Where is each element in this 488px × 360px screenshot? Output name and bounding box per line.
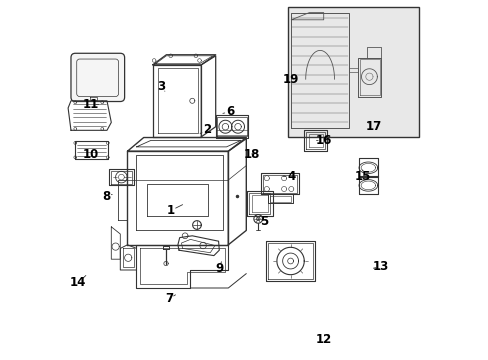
Text: 2: 2 — [202, 123, 210, 136]
Text: 9: 9 — [215, 262, 223, 275]
Text: 12: 12 — [315, 333, 331, 346]
Text: 6: 6 — [225, 105, 234, 118]
Text: 16: 16 — [315, 134, 331, 147]
Text: 10: 10 — [82, 148, 99, 161]
Text: 1: 1 — [166, 204, 174, 217]
Text: 13: 13 — [372, 260, 388, 273]
Text: 8: 8 — [102, 190, 110, 203]
FancyBboxPatch shape — [71, 53, 124, 102]
Text: 14: 14 — [70, 276, 86, 289]
Text: 17: 17 — [365, 120, 381, 132]
Text: 19: 19 — [282, 73, 298, 86]
Text: 11: 11 — [82, 98, 99, 111]
Text: 7: 7 — [164, 292, 173, 305]
Text: 5: 5 — [260, 215, 268, 228]
Bar — [287, 7, 418, 137]
Text: 4: 4 — [286, 170, 295, 183]
Text: 18: 18 — [243, 148, 259, 161]
Text: 15: 15 — [354, 170, 371, 183]
Text: 3: 3 — [157, 80, 165, 93]
